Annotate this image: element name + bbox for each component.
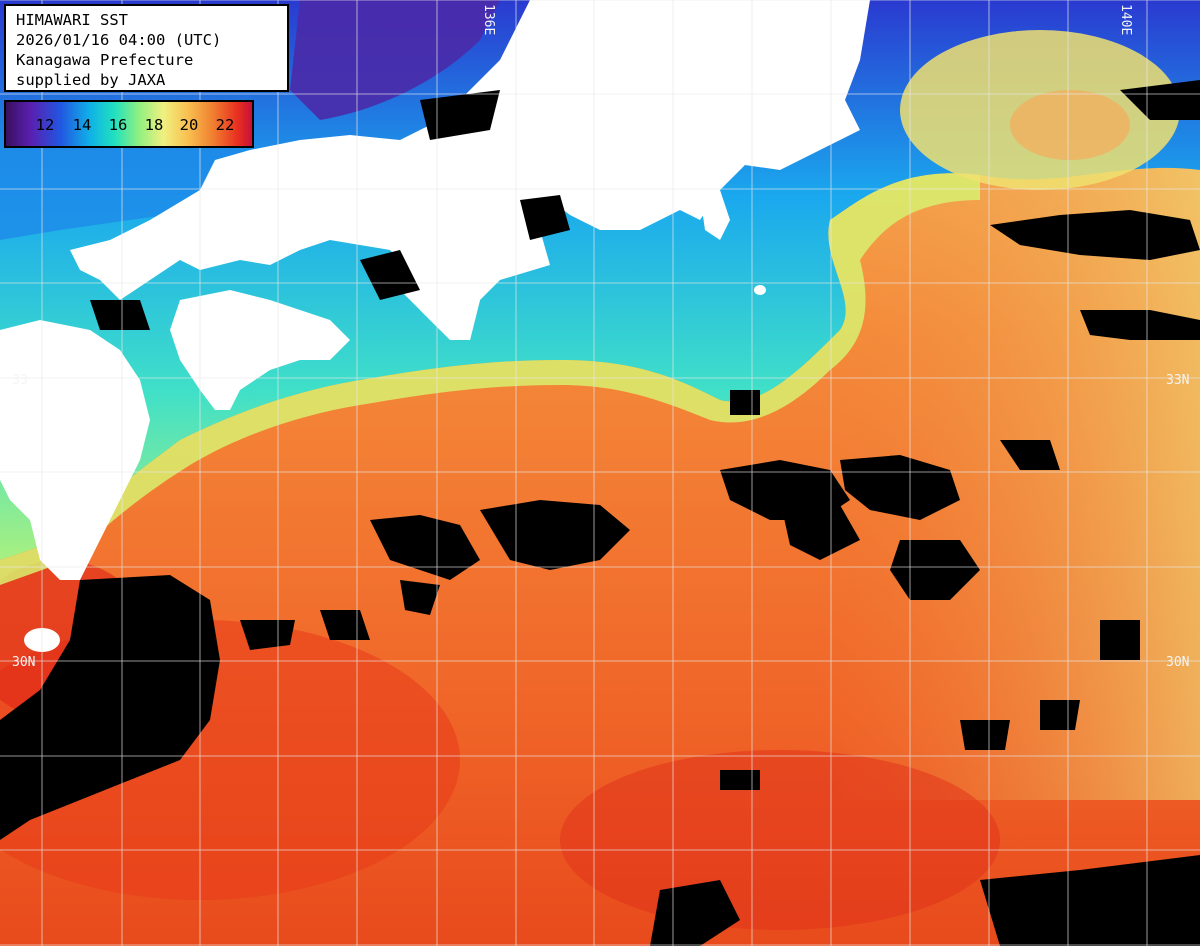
legend-tick: 20 (179, 116, 199, 134)
latitude-label-30-right: 30N (1166, 655, 1190, 670)
longitude-label-136: 136E (481, 4, 496, 36)
info-box: HIMAWARI SST 2026/01/16 04:00 (UTC) Kana… (4, 4, 289, 92)
map-title: HIMAWARI SST (16, 11, 128, 29)
longitude-label-140: 140E (1118, 4, 1133, 36)
legend-tick: 12 (35, 116, 55, 134)
region-label: Kanagawa Prefecture (16, 51, 194, 69)
thermal-front (0, 173, 980, 585)
latitude-label-33-left: 33 (12, 373, 28, 388)
warm-eddy-core (1010, 90, 1130, 160)
observation-datetime: 2026/01/16 04:00 (UTC) (16, 31, 222, 49)
legend-tick: 14 (72, 116, 92, 134)
land (0, 0, 870, 652)
hot-patch (560, 750, 1000, 930)
cold-water (0, 140, 260, 240)
legend-tick: 16 (108, 116, 128, 134)
data-credit: supplied by JAXA (16, 71, 166, 89)
latitude-label-33-right: 33N (1166, 373, 1190, 388)
temperature-color-scale: 12 14 16 18 20 22 (4, 100, 254, 148)
legend-tick: 18 (144, 116, 164, 134)
cold-water (290, 0, 500, 120)
latitude-label-30-left: 30N (12, 655, 36, 670)
legend-tick: 22 (215, 116, 235, 134)
cloud-mask (0, 80, 1200, 946)
